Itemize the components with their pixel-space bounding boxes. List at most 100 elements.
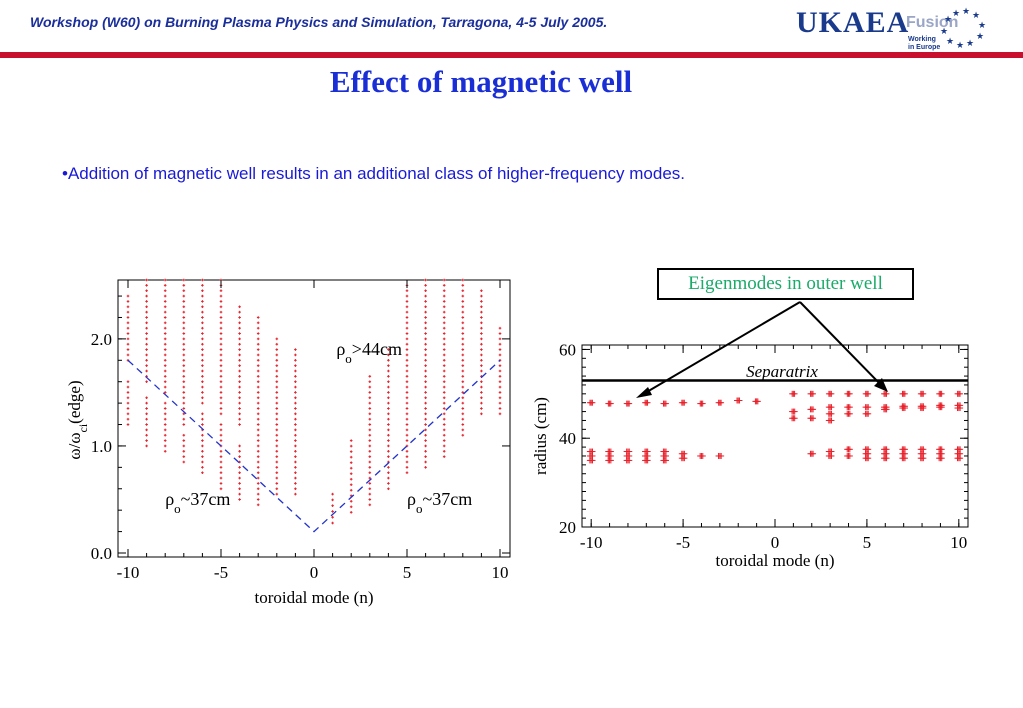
left-point xyxy=(349,488,353,492)
left-point xyxy=(219,375,223,378)
left-point xyxy=(294,471,297,475)
svg-text:★: ★ xyxy=(978,21,986,31)
left-dashed-line xyxy=(127,359,501,533)
left-point xyxy=(424,380,427,384)
left-point xyxy=(442,358,446,362)
left-point xyxy=(201,369,204,373)
left-point xyxy=(480,300,483,303)
left-point xyxy=(294,380,297,384)
left-point xyxy=(424,375,427,378)
left-point xyxy=(275,492,279,496)
inner-point xyxy=(607,448,614,455)
left-point xyxy=(219,305,223,309)
left-point xyxy=(498,332,502,335)
left-point xyxy=(238,482,241,485)
right-xlabel: toroidal mode (n) xyxy=(716,551,835,570)
left-point xyxy=(294,407,297,410)
left-point xyxy=(201,423,204,426)
left-point xyxy=(256,449,260,453)
left-point xyxy=(201,391,204,394)
left-point xyxy=(219,316,223,319)
logo-fusion-text: Fusion xyxy=(906,14,959,31)
left-point xyxy=(405,455,409,458)
left-point xyxy=(182,305,186,309)
left-point xyxy=(201,439,204,442)
left-point xyxy=(163,316,167,319)
left-point xyxy=(275,353,279,357)
workshop-header: Workshop (W60) on Burning Plasma Physics… xyxy=(30,14,608,30)
left-point xyxy=(461,342,465,346)
right-chart: -10 -5 0 5 10 20 40 60 toroidal mode (n) radius… xyxy=(531,340,969,570)
left-point xyxy=(219,321,223,325)
left-point xyxy=(368,498,372,501)
left-point xyxy=(219,471,223,475)
left-point xyxy=(405,385,409,389)
left-point xyxy=(182,326,186,330)
left-point xyxy=(461,428,465,432)
left-point xyxy=(275,342,279,346)
left-point xyxy=(480,407,483,410)
left-point xyxy=(387,428,390,432)
right-chart-ticks: -10 -5 0 5 10 20 40 60 xyxy=(559,340,968,552)
mid-point xyxy=(920,403,927,410)
left-point xyxy=(480,342,483,346)
left-point xyxy=(256,369,260,373)
left-point xyxy=(349,444,353,448)
left-point xyxy=(219,380,223,384)
left-point xyxy=(275,444,279,448)
left-point xyxy=(182,385,186,389)
left-point xyxy=(442,396,446,400)
svg-text:★: ★ xyxy=(966,39,974,49)
left-point xyxy=(275,401,279,405)
left-point xyxy=(424,300,427,303)
left-point xyxy=(238,471,241,475)
left-point xyxy=(201,358,204,362)
left-point xyxy=(461,353,465,357)
left-x-tick-label: -10 xyxy=(117,563,140,582)
outer-well-point xyxy=(681,399,688,406)
left-point xyxy=(424,353,427,357)
left-point xyxy=(442,439,446,442)
left-point xyxy=(219,396,223,400)
left-point xyxy=(294,369,297,373)
left-point xyxy=(219,289,223,293)
left-point xyxy=(424,407,427,410)
inner-point xyxy=(828,448,835,455)
left-point xyxy=(201,460,204,464)
left-point xyxy=(405,428,409,432)
left-point xyxy=(424,439,427,442)
left-point xyxy=(349,511,353,514)
left-point xyxy=(275,460,279,464)
left-point xyxy=(442,385,446,389)
left-point xyxy=(163,364,167,367)
left-point xyxy=(275,423,279,426)
left-point xyxy=(349,450,353,453)
left-point xyxy=(424,348,427,351)
left-point xyxy=(387,455,390,458)
left-point xyxy=(461,375,465,378)
left-point xyxy=(182,294,186,298)
inner-point xyxy=(810,450,817,457)
left-point xyxy=(201,321,204,325)
left-point xyxy=(387,471,390,475)
left-point xyxy=(238,316,241,319)
left-point xyxy=(461,332,465,335)
left-point xyxy=(275,417,279,421)
left-point xyxy=(461,423,465,426)
left-point xyxy=(480,380,483,384)
svg-text:★: ★ xyxy=(952,9,960,19)
left-point xyxy=(331,504,334,507)
left-point xyxy=(461,284,465,287)
left-point xyxy=(145,396,148,400)
left-point xyxy=(349,499,353,503)
right-x-tick-label: 10 xyxy=(950,533,967,552)
left-ylabel: ω/ωci(edge) xyxy=(65,380,90,459)
left-point xyxy=(163,428,167,432)
left-point xyxy=(405,407,409,410)
left-point xyxy=(442,412,446,416)
left-point xyxy=(368,428,372,432)
left-point xyxy=(219,428,223,432)
left-point xyxy=(275,455,279,458)
left-point xyxy=(182,300,186,303)
left-point xyxy=(349,505,353,509)
